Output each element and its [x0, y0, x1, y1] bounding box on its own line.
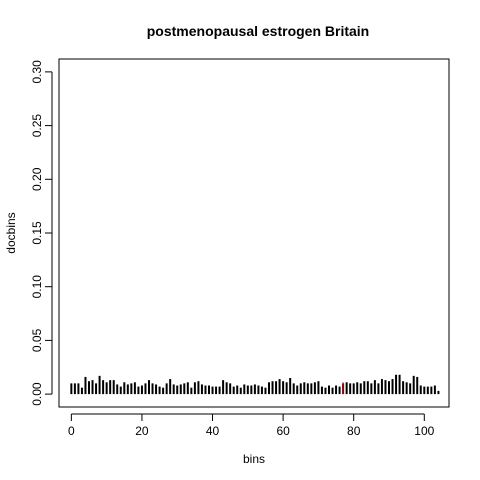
y-tick-label: 0.30: [30, 60, 44, 84]
x-tick-label: 60: [276, 424, 290, 438]
y-axis: 0.00 0.05 0.10 0.15 0.20 0.25 0.30: [30, 60, 52, 406]
x-tick-label: 0: [68, 424, 75, 438]
x-axis: 0 20 40 60 80 100: [68, 414, 435, 438]
y-tick-label: 0.25: [30, 114, 44, 138]
x-tick-label: 80: [347, 424, 361, 438]
x-tick-label: 20: [135, 424, 149, 438]
x-tick-label: 100: [414, 424, 434, 438]
y-axis-label: docbins: [4, 212, 18, 253]
y-tick-label: 0.15: [30, 221, 44, 245]
chart-title: postmenopausal estrogen Britain: [147, 23, 369, 39]
x-tick-label: 40: [206, 424, 220, 438]
y-tick-label: 0.05: [30, 328, 44, 352]
bars: [71, 375, 438, 394]
y-tick-label: 0.20: [30, 167, 44, 191]
plot-frame: [59, 59, 449, 407]
y-tick-label: 0.10: [30, 275, 44, 299]
y-tick-label: 0.00: [30, 382, 44, 406]
x-axis-label: bins: [243, 452, 265, 466]
